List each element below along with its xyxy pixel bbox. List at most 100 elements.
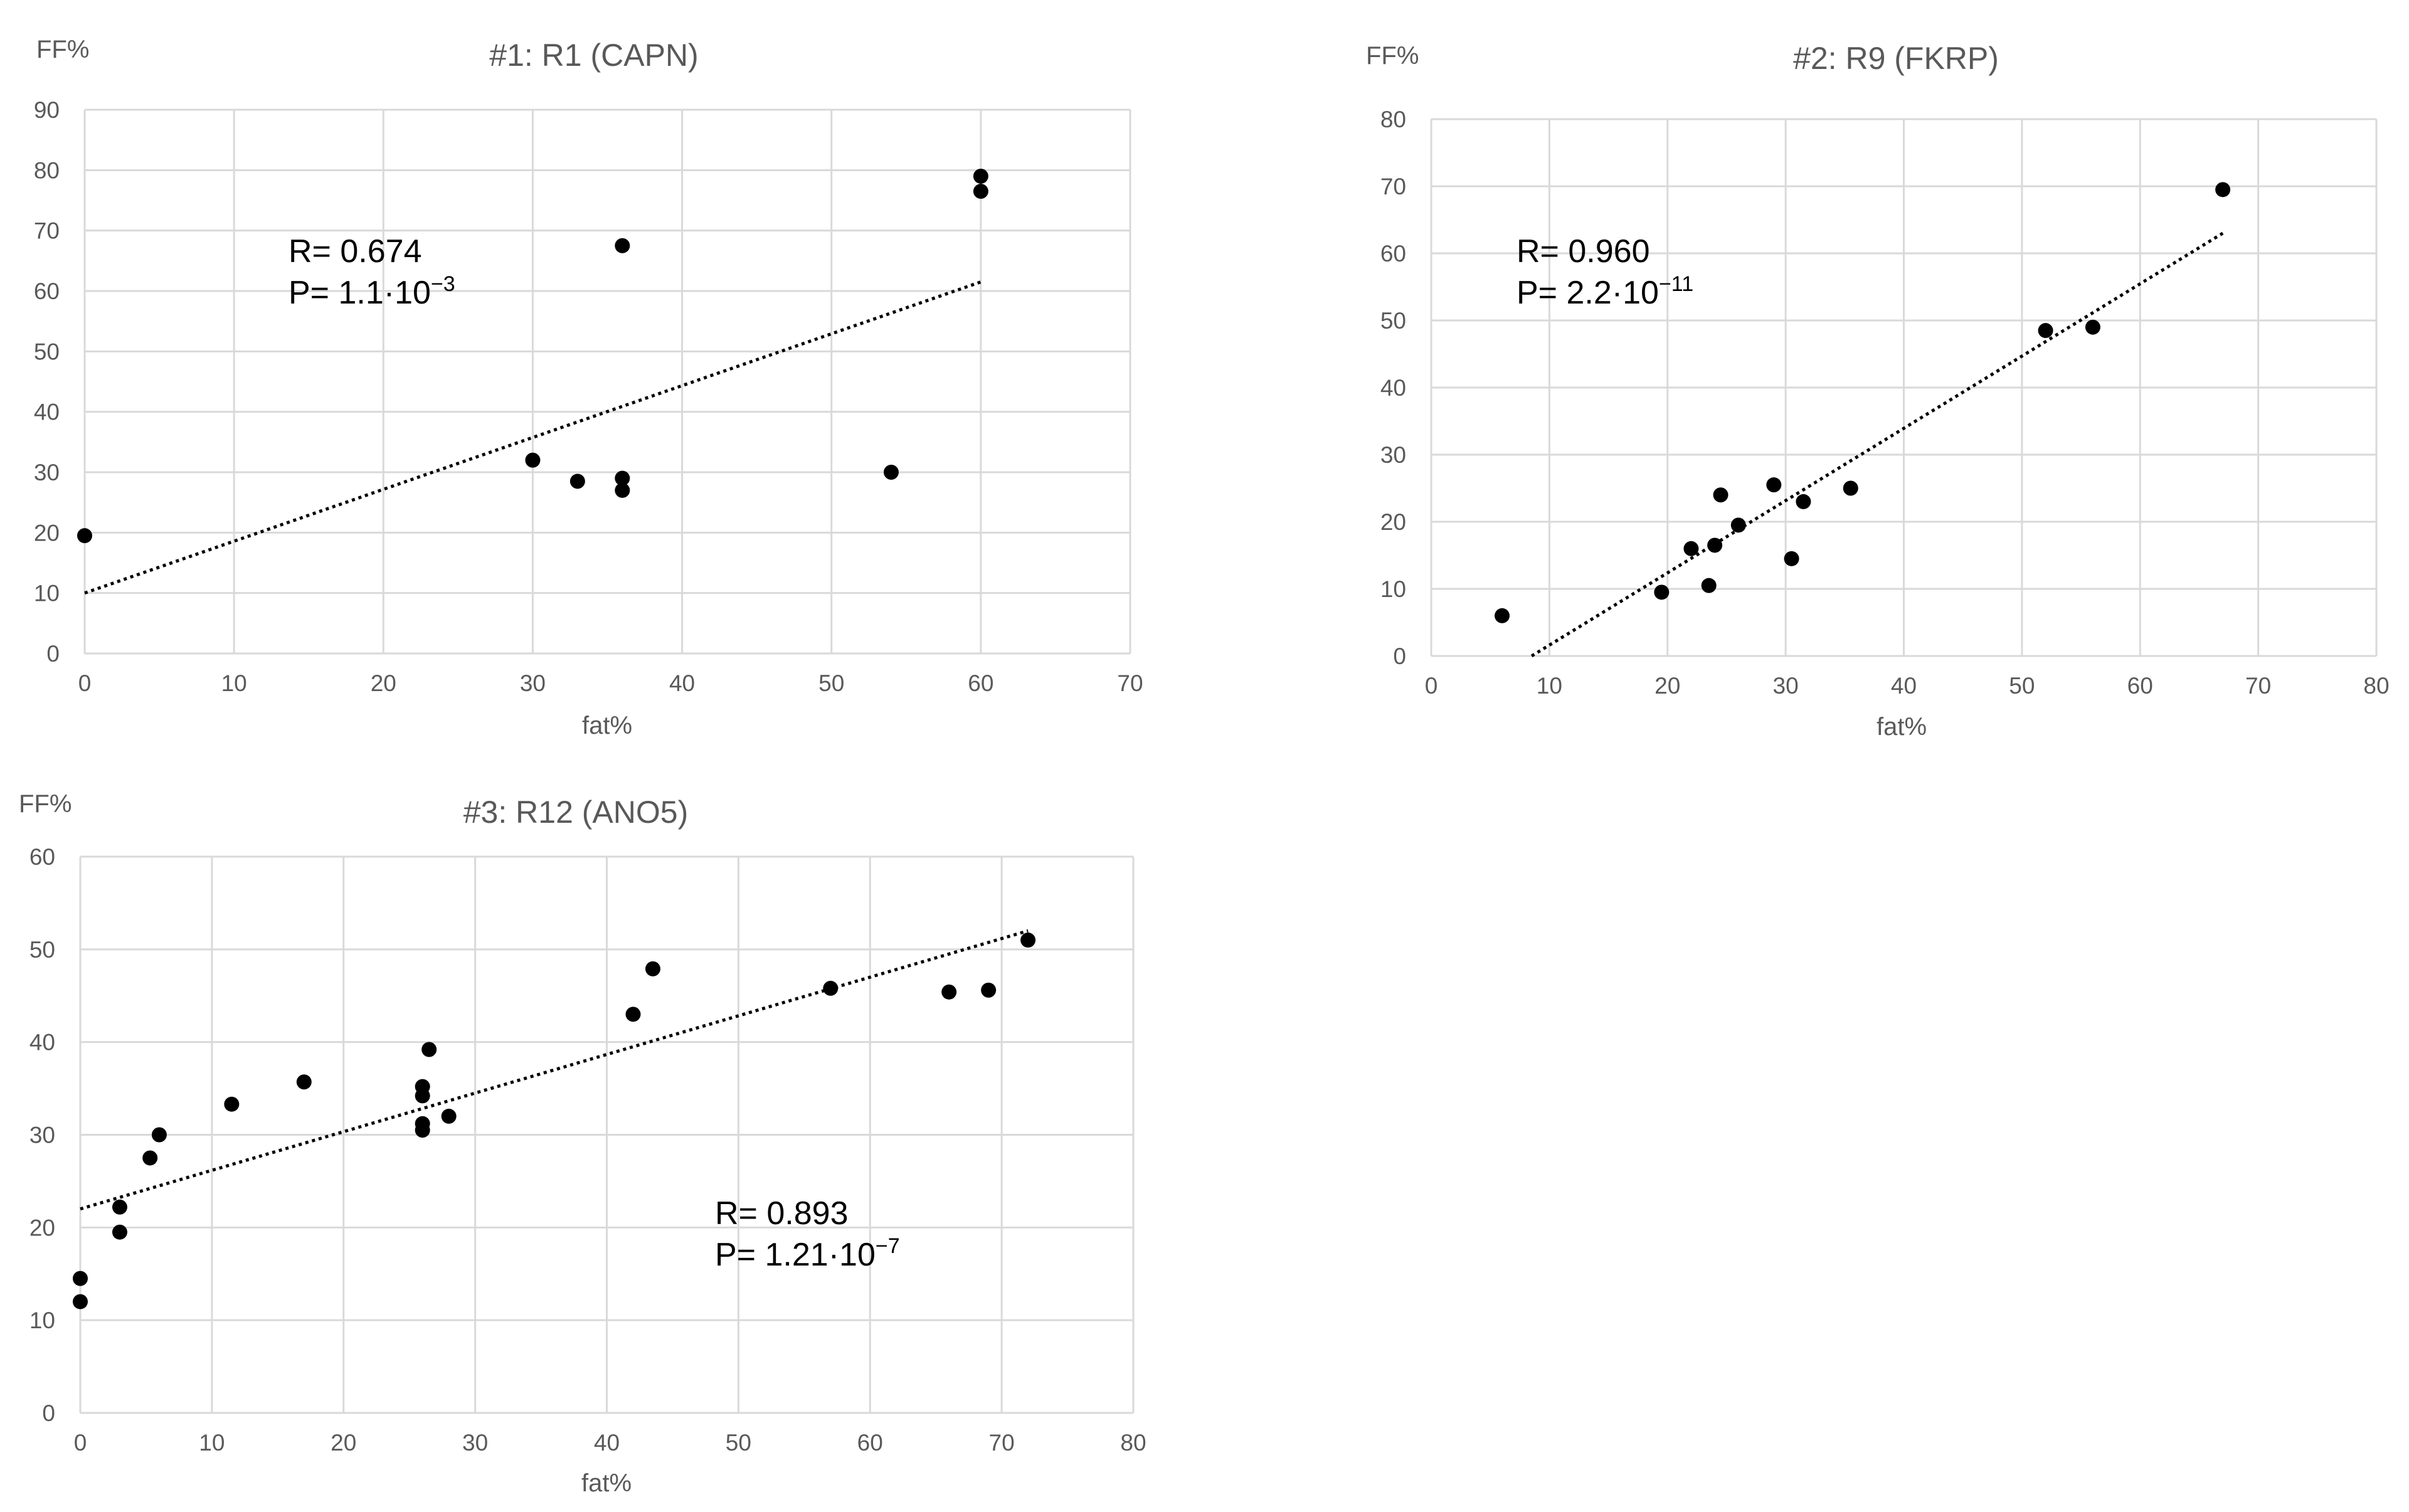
x-tick-label: 20 <box>371 670 396 696</box>
r-value: R= 0.674 <box>289 233 422 270</box>
data-point <box>883 465 899 480</box>
y-tick-label: 10 <box>1380 576 1406 602</box>
y-tick-label: 30 <box>29 1123 55 1148</box>
y-tick-label: 0 <box>46 641 60 667</box>
y-tick-label: 60 <box>1380 241 1406 267</box>
data-point <box>77 528 92 544</box>
x-tick-label: 20 <box>1655 673 1680 699</box>
x-tick-label: 40 <box>1891 673 1917 699</box>
data-point <box>525 452 541 468</box>
y-tick-label: 60 <box>34 278 60 304</box>
x-tick-label: 70 <box>989 1430 1015 1456</box>
y-tick-label: 50 <box>29 937 55 963</box>
p-value-base: P= 1.21·10 <box>715 1237 876 1273</box>
y-tick-label: 60 <box>29 844 55 870</box>
data-point <box>823 980 839 996</box>
x-axis-label: fat% <box>1877 713 1927 741</box>
data-point <box>1730 517 1746 533</box>
data-point <box>973 168 988 184</box>
data-point <box>1020 933 1036 948</box>
data-point <box>981 982 997 998</box>
y-tick-label: 40 <box>1380 375 1406 401</box>
x-tick-label: 0 <box>1425 673 1438 699</box>
data-point <box>415 1088 430 1104</box>
data-point <box>2085 319 2100 335</box>
y-tick-label: 20 <box>1380 509 1406 535</box>
trendline <box>80 929 1029 1211</box>
r-value: R= 0.960 <box>1517 233 1650 270</box>
data-point <box>2215 182 2231 198</box>
data-point <box>1784 551 1799 566</box>
y-tick-label: 20 <box>29 1215 55 1240</box>
x-tick-label: 70 <box>1117 670 1143 696</box>
y-tick-label: 10 <box>34 581 60 606</box>
data-point <box>1843 480 1858 496</box>
y-tick-label: 50 <box>1380 308 1406 334</box>
data-point <box>296 1074 312 1090</box>
data-point <box>645 961 660 976</box>
data-point <box>1683 541 1699 556</box>
y-tick-label: 0 <box>42 1400 55 1426</box>
p-value: P= 1.21·10−7 <box>715 1234 900 1273</box>
x-tick-label: 60 <box>968 670 993 696</box>
p-value: P= 2.2·10−11 <box>1517 272 1693 311</box>
y-tick-label: 10 <box>29 1308 55 1333</box>
data-point <box>151 1127 167 1143</box>
y-axis-label: FF% <box>1366 42 1419 70</box>
y-tick-label: 40 <box>29 1030 55 1055</box>
data-point <box>615 470 630 486</box>
x-tick-label: 60 <box>857 1430 883 1456</box>
data-point <box>1707 537 1723 553</box>
x-tick-label: 80 <box>2363 673 2389 699</box>
data-point <box>2038 323 2053 339</box>
p-value-base: P= 1.1·10 <box>289 275 431 311</box>
x-tick-label: 60 <box>2127 673 2153 699</box>
p-value-base: P= 2.2·10 <box>1517 275 1659 311</box>
data-point <box>112 1224 127 1240</box>
y-tick-label: 70 <box>1380 174 1406 199</box>
data-point <box>615 238 630 253</box>
x-tick-label: 50 <box>818 670 844 696</box>
data-point <box>421 1042 437 1057</box>
data-point <box>1495 608 1510 623</box>
data-point <box>615 482 630 498</box>
x-tick-label: 0 <box>74 1430 87 1456</box>
y-tick-label: 90 <box>34 97 60 123</box>
data-point <box>569 473 585 489</box>
x-tick-label: 50 <box>2009 673 2035 699</box>
data-point <box>941 984 957 1000</box>
y-tick-label: 0 <box>1393 643 1406 669</box>
x-tick-label: 20 <box>331 1430 356 1456</box>
data-point <box>973 184 988 199</box>
x-tick-label: 70 <box>2245 673 2271 699</box>
chart-1: 0 10 20 30 40 50 60 70 80 90 0 10 20 30 40 50 60 70 #1: R1… <box>34 36 1143 739</box>
x-tick-label: 10 <box>1537 673 1562 699</box>
x-tick-label: 80 <box>1120 1430 1146 1456</box>
y-tick-label: 50 <box>34 339 60 364</box>
data-point <box>1654 584 1670 600</box>
y-tick-label: 70 <box>34 218 60 244</box>
y-tick-label: 30 <box>34 460 60 485</box>
data-point <box>625 1007 641 1022</box>
y-tick-label: 80 <box>34 157 60 183</box>
x-tick-label: 30 <box>462 1430 488 1456</box>
x-axis-label: fat% <box>581 1469 632 1497</box>
data-point <box>224 1096 240 1112</box>
x-tick-label: 40 <box>669 670 695 696</box>
x-tick-label: 30 <box>1773 673 1799 699</box>
data-point <box>415 1123 430 1138</box>
y-axis-label: FF% <box>19 790 71 818</box>
data-point <box>1796 494 1811 509</box>
y-tick-label: 80 <box>1380 107 1406 132</box>
y-tick-label: 40 <box>34 399 60 425</box>
data-point <box>441 1108 457 1124</box>
chart-2: 0 10 20 30 40 50 60 70 80 0 10 20 30 40 50 60 70 80 #2: R9… <box>1366 41 2390 741</box>
p-value-exponent: −3 <box>431 272 455 296</box>
x-tick-label: 40 <box>594 1430 620 1456</box>
x-tick-label: 10 <box>221 670 247 696</box>
x-tick-label: 30 <box>520 670 546 696</box>
data-point <box>1766 477 1782 493</box>
x-tick-label: 10 <box>199 1430 225 1456</box>
data-point <box>142 1150 158 1166</box>
